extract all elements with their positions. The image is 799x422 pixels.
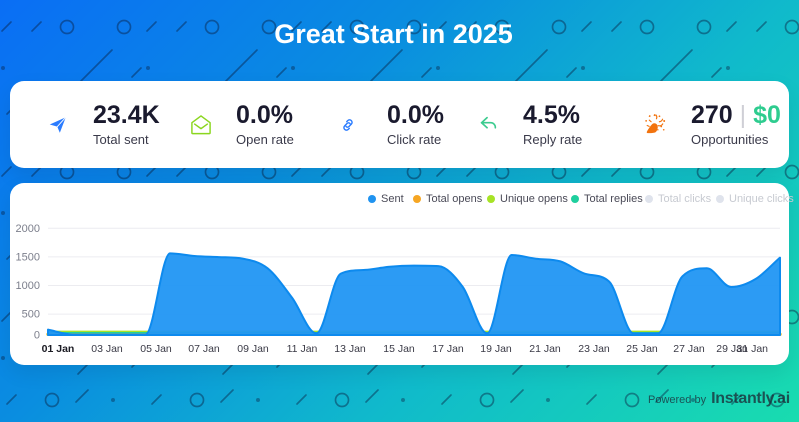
svg-text:13 Jan: 13 Jan [334, 343, 366, 355]
svg-text:2000: 2000 [16, 223, 40, 235]
svg-text:05 Jan: 05 Jan [140, 343, 172, 355]
svg-text:11 Jan: 11 Jan [287, 343, 318, 355]
svg-text:500: 500 [22, 309, 40, 321]
svg-text:07 Jan: 07 Jan [188, 343, 220, 355]
svg-text:0: 0 [34, 330, 40, 342]
svg-text:1500: 1500 [16, 251, 40, 263]
svg-text:23 Jan: 23 Jan [578, 343, 610, 355]
svg-text:25 Jan: 25 Jan [626, 343, 658, 355]
svg-text:03 Jan: 03 Jan [91, 343, 123, 355]
svg-text:19 Jan: 19 Jan [480, 343, 512, 355]
svg-text:1000: 1000 [16, 280, 40, 292]
svg-text:01 Jan: 01 Jan [42, 343, 75, 355]
svg-text:15 Jan: 15 Jan [383, 343, 415, 355]
svg-text:27 Jan: 27 Jan [673, 343, 705, 355]
svg-text:21 Jan: 21 Jan [529, 343, 561, 355]
svg-text:09 Jan: 09 Jan [237, 343, 269, 355]
svg-text:17 Jan: 17 Jan [432, 343, 464, 355]
svg-text:31 Jan: 31 Jan [736, 343, 768, 355]
